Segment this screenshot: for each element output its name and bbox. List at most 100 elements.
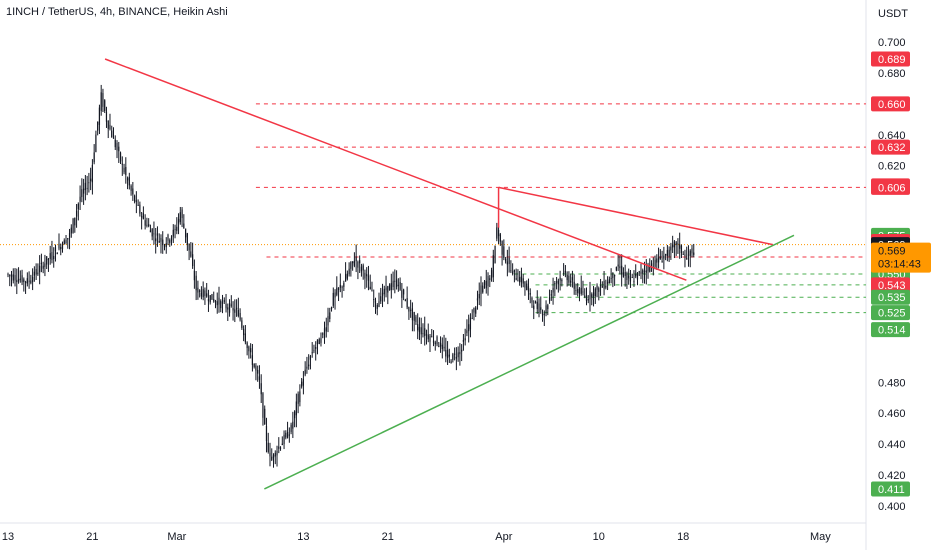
candle-body [230,304,232,306]
candle-body [422,333,424,335]
candle-body [615,267,617,271]
candle-body [322,333,324,335]
candle-body [223,300,225,302]
candle-body [441,344,443,349]
candle-body [51,251,53,261]
candle-body [167,234,169,241]
candle-body [619,266,621,269]
candle-body [624,272,626,276]
candle-body [385,287,387,291]
candle-body [675,242,677,246]
price-tag-label: 0.660 [878,99,906,111]
candle-body [594,288,596,297]
candle-body [232,308,234,311]
candle-body [193,270,195,281]
candle-body [119,152,122,162]
candle-body [591,294,593,298]
candle-body [378,301,380,307]
y-tick-label: 0.480 [878,377,906,389]
red-trendline[interactable] [498,186,774,246]
candle-body [292,421,294,429]
candle-body [346,273,348,279]
candle-body [271,456,273,460]
candle-body [656,258,658,263]
candle-body [334,292,336,298]
price-tag [871,51,910,67]
candle-body [510,270,512,272]
candle-body [181,209,183,219]
candle-body [251,355,254,365]
candle-body [536,301,538,310]
candle-body [165,243,167,248]
x-tick-label: May [810,531,831,543]
candle-body [10,274,13,277]
candle-body [246,342,248,349]
candle-body [383,288,385,295]
price-tag-label: 0.632 [878,142,906,154]
candle-body [436,336,438,345]
candle-body [610,277,612,280]
candle-body [77,203,79,210]
candle-body [134,195,136,202]
candle-body [673,241,676,248]
candle-body [478,293,480,299]
candle-body [313,350,315,352]
candle-body [517,280,519,282]
candle-body [362,265,364,271]
candle-body [244,333,246,343]
green-trendline[interactable] [264,234,795,490]
candle-body [234,309,236,313]
candle-body [622,272,625,277]
candle-body [677,243,679,245]
candle-body [577,289,579,293]
red-trendline[interactable] [104,58,687,281]
candle-body [67,238,69,240]
candle-body [605,285,607,288]
candle-body [666,250,668,256]
candle-body [42,265,44,269]
candle-body [299,391,301,403]
candle-body [496,227,498,239]
price-tags: 0.6890.6600.6320.6070.6060.5750.5710.569… [871,51,931,497]
candle-body [691,248,693,254]
candle-body [44,263,46,267]
candle-body [432,340,435,343]
candle-body [325,327,327,332]
candle-body [466,330,468,334]
candle-body [585,295,588,302]
candle-body [213,299,215,302]
candle-body [684,254,686,256]
candle-body [86,187,88,189]
candle-body [17,279,20,282]
candle-body [225,303,227,309]
candle-body [141,216,143,218]
price-tag [871,481,910,497]
candle-body [561,279,563,282]
candle-body [304,369,306,375]
candle-body [318,339,320,345]
candle-body [295,401,297,416]
candle-body [397,284,399,286]
candle-body [281,443,283,446]
candle-body [459,351,461,355]
candle-body [404,300,406,302]
candle-body [578,288,581,295]
candle-body [554,282,556,285]
candle-body [617,264,619,267]
candle-body [592,292,595,297]
candle-body [91,164,93,183]
candle-body [156,233,159,236]
candle-body [330,306,333,309]
price-tag-label: 0.411 [878,484,905,496]
candle-body [269,452,271,457]
candle-body [522,278,524,284]
time-axis[interactable]: 13 21 Mar 13 21 Apr 10 18 May [2,531,831,543]
candle-body [9,275,11,277]
candle-body [155,238,157,242]
candle-body [457,352,459,358]
candle-body [345,274,347,282]
candle-body [107,120,109,129]
candle-body [60,246,62,250]
candle-body [679,244,681,249]
